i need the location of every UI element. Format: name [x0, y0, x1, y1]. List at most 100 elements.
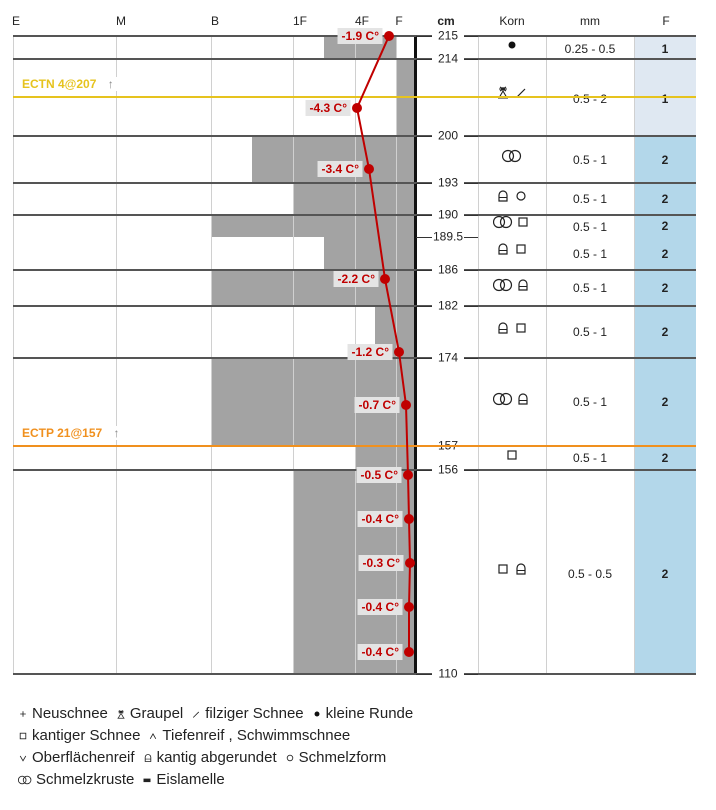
- depth-tick-label: 110: [432, 667, 464, 681]
- hand-hardness: 2: [661, 246, 669, 261]
- arrow-up-icon: ↑: [110, 426, 120, 440]
- temperature-label: -0.7 C°: [354, 397, 400, 413]
- legend-label: Oberflächenreif: [32, 749, 135, 766]
- temperature-point: [364, 164, 374, 174]
- temperature-label: -0.4 C°: [357, 599, 403, 615]
- legend-label: kleine Runde: [325, 705, 414, 722]
- legend-label: filziger Schnee: [205, 705, 304, 722]
- temperature-point: [403, 470, 413, 480]
- hand-hardness: 2: [661, 219, 669, 233]
- legend-icon: [187, 705, 205, 722]
- facet-icon: [516, 244, 526, 254]
- legend-row: kantiger Schnee Tiefenreif , Schwimmschne…: [14, 725, 417, 747]
- legend-row: Oberflächenreif kantig abgerundet Schmelzf…: [14, 747, 417, 769]
- melt-form-icon: [286, 754, 293, 762]
- hardness-header: F: [662, 14, 670, 28]
- temperature-point: [401, 400, 411, 410]
- melt-crust-icon: [17, 775, 32, 785]
- graupel-icon: [117, 710, 125, 719]
- legend-icon: [14, 727, 32, 744]
- graupel-icon: [498, 86, 508, 99]
- layer-boundary: [13, 182, 696, 184]
- legend-icon: [14, 771, 36, 788]
- gridline: [478, 36, 479, 674]
- gridline: [634, 36, 635, 674]
- legend-icon: [139, 749, 157, 766]
- hardness-axis-label: M: [116, 14, 126, 28]
- depth-hoar-icon: [150, 733, 157, 740]
- grain-shape: [478, 83, 546, 99]
- grain-size: 0.5 - 1: [572, 281, 608, 295]
- hand-hardness: 2: [661, 567, 669, 581]
- legend-icon: [308, 705, 326, 722]
- grain-size: 0.5 - 1: [572, 220, 608, 234]
- legend-label: kantig abgerundet: [156, 749, 277, 766]
- rounded-facet-icon: [516, 563, 526, 575]
- rounded-facet-icon: [498, 322, 508, 334]
- temperature-label: -0.4 C°: [357, 644, 403, 660]
- temperature-profile: [352, 31, 415, 657]
- facet-icon: [518, 217, 528, 227]
- grain-shape: [478, 390, 546, 406]
- layer-boundary: [13, 58, 696, 60]
- legend-label: Schmelzkruste: [36, 771, 135, 788]
- grain-size: 0.5 - 0.5: [567, 567, 613, 581]
- stability-test-label: ECTP 21@157 ↑: [22, 426, 124, 440]
- depth-tick-label: 193: [432, 176, 464, 190]
- rounded-facet-icon: [498, 243, 508, 255]
- depth-axis: [414, 36, 417, 674]
- stability-test-line: [13, 445, 696, 447]
- decomposing-icon: [516, 88, 526, 98]
- hand-hardness: 2: [661, 281, 669, 295]
- hardness-cell: [634, 215, 696, 237]
- legend-label: Neuschnee: [32, 705, 108, 722]
- facet-icon: [498, 564, 508, 574]
- hardness-axis-label: 4F: [354, 14, 370, 28]
- legend-icon: [144, 727, 162, 744]
- melt-crust-icon: [492, 278, 513, 291]
- facet-icon: [507, 450, 517, 460]
- hand-hardness: 2: [661, 152, 669, 167]
- depth-tick-label: 174: [432, 351, 464, 365]
- temperature-point: [384, 31, 394, 41]
- grain-size: 0.5 - 1: [572, 152, 608, 167]
- temperature-label: -3.4 C°: [317, 161, 363, 177]
- rounded-facet-icon: [498, 190, 508, 202]
- grain-shape: [478, 560, 546, 576]
- hardness-axis-label: F: [395, 14, 403, 28]
- depth-tick-label: 186: [432, 263, 464, 277]
- temperature-label: -4.3 C°: [305, 100, 351, 116]
- facet-icon: [516, 323, 526, 333]
- layer-boundary: [13, 135, 696, 137]
- layer-boundary: [13, 469, 696, 471]
- temperature-point: [394, 347, 404, 357]
- test-label-text: ECTN 4@207: [22, 77, 97, 91]
- legend-label: Graupel: [129, 705, 184, 722]
- legend-row: Neuschnee Graupel filziger Schnee kleine Ru…: [14, 703, 417, 725]
- layer-boundary: [13, 269, 696, 271]
- rounded-facet-icon: [144, 754, 151, 762]
- temperature-label: -1.9 C°: [337, 28, 383, 44]
- hardness-cell: [634, 237, 696, 270]
- depth-tick-label: 214: [432, 52, 464, 66]
- hand-hardness: 1: [661, 42, 669, 56]
- new-snow-icon: [20, 711, 26, 717]
- melt-crust-icon: [492, 392, 513, 405]
- hardness-axis-label: 1F: [292, 14, 308, 28]
- legend-icon: [14, 749, 32, 766]
- grain-size: 0.5 - 1: [572, 395, 608, 409]
- legend-label: Eislamelle: [156, 771, 225, 788]
- grain-size: 0.5 - 1: [572, 325, 608, 339]
- grain-shape: [478, 276, 546, 292]
- hardness-cell: [634, 306, 696, 358]
- grain-shape: [478, 319, 546, 335]
- gridline: [293, 36, 294, 674]
- melt-form-icon: [516, 191, 526, 201]
- hand-hardness: 2: [661, 451, 669, 465]
- korn-header: Korn: [499, 14, 525, 28]
- depth-tick-label: 215: [432, 29, 464, 43]
- hardness-bar: [293, 470, 416, 674]
- legend-label: kantiger Schnee: [32, 727, 141, 744]
- ice-lens-icon: [143, 778, 151, 783]
- hardness-cell: [634, 470, 696, 674]
